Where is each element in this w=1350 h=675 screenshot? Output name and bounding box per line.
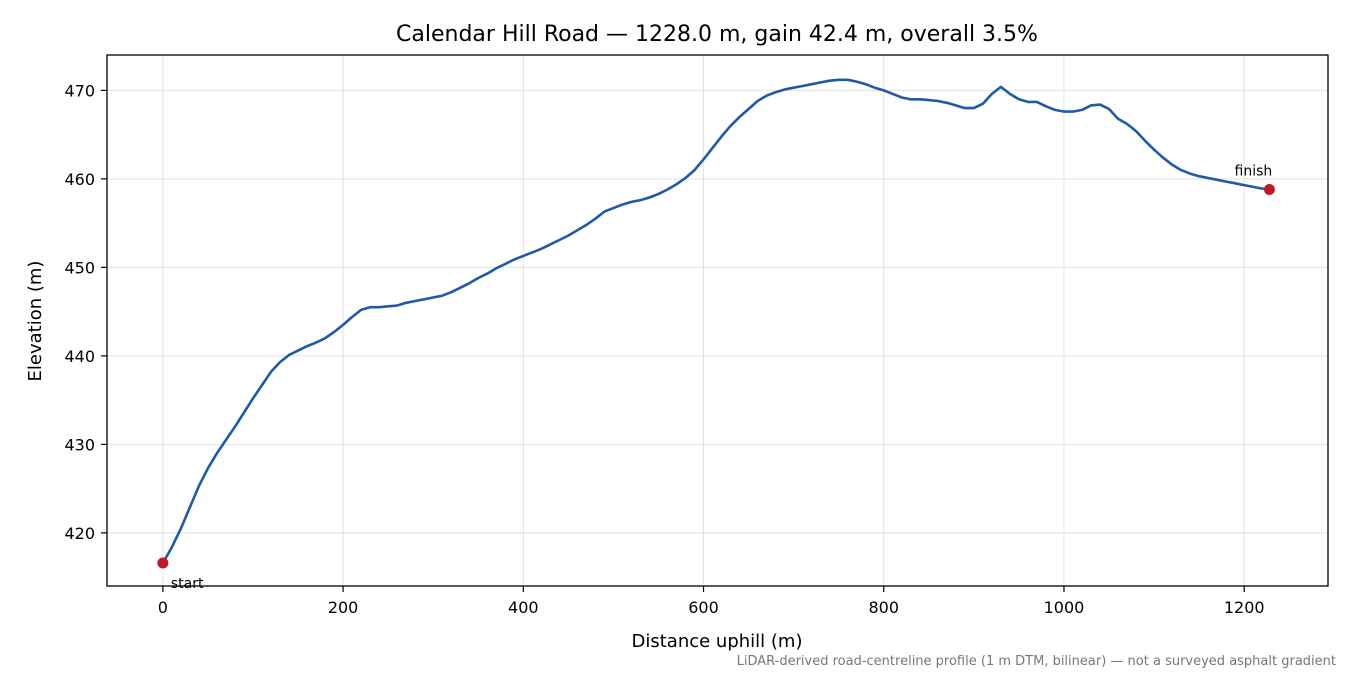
finish-label: finish bbox=[1235, 164, 1273, 180]
y-axis-ticks: 420 430 440 450 460 470 bbox=[64, 81, 107, 543]
y-tick-label: 430 bbox=[64, 435, 95, 454]
chart-footnote: LiDAR-derived road-centreline profile (1… bbox=[737, 654, 1336, 669]
x-tick-label: 600 bbox=[688, 598, 719, 617]
y-tick-label: 450 bbox=[64, 258, 95, 277]
y-axis-label: Elevation (m) bbox=[25, 261, 46, 382]
plot-area-frame bbox=[106, 54, 1329, 587]
y-tick-label: 440 bbox=[64, 347, 95, 366]
x-tick-label: 0 bbox=[158, 598, 168, 617]
start-marker bbox=[157, 557, 169, 569]
x-axis-label: Distance uphill (m) bbox=[632, 631, 803, 652]
x-tick-label: 400 bbox=[508, 598, 539, 617]
grid-lines bbox=[107, 55, 1328, 586]
y-tick-label: 460 bbox=[64, 170, 95, 189]
start-label: start bbox=[171, 576, 204, 592]
route-markers: start finish bbox=[157, 164, 1275, 592]
x-axis-ticks: 0 200 400 600 800 1000 1200 bbox=[158, 586, 1265, 617]
elevation-profile-line bbox=[161, 78, 1270, 564]
x-tick-label: 1200 bbox=[1224, 598, 1265, 617]
x-tick-label: 200 bbox=[328, 598, 359, 617]
finish-marker bbox=[1263, 184, 1275, 196]
chart-title: Calendar Hill Road — 1228.0 m, gain 42.4… bbox=[396, 22, 1038, 47]
y-tick-label: 420 bbox=[64, 524, 95, 543]
x-tick-label: 1000 bbox=[1044, 598, 1085, 617]
y-tick-label: 470 bbox=[64, 81, 95, 100]
x-tick-label: 800 bbox=[868, 598, 899, 617]
